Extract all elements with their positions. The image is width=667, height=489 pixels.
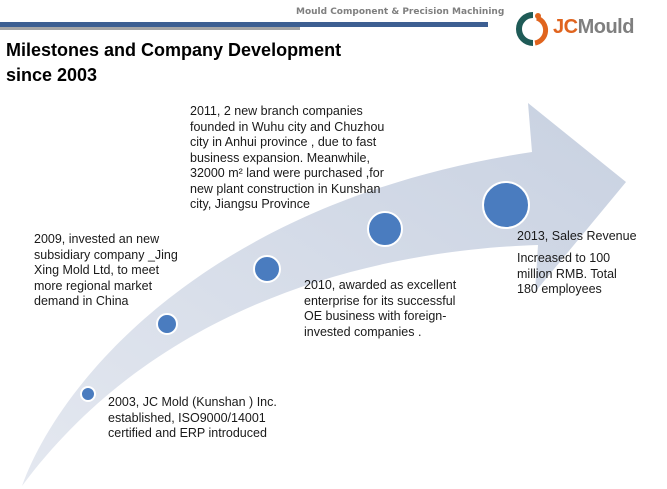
page-title: Milestones and Company Development since… — [6, 38, 341, 88]
milestone-2013: Increased to 100 million RMB. Total 180 … — [517, 251, 617, 296]
milestone-2010: 2010, awarded as excellent enterprise fo… — [304, 278, 457, 339]
milestone-dot-2010 — [253, 255, 281, 283]
title-line-1: Milestones and Company Development — [6, 40, 342, 60]
milestone-dot-2009 — [156, 313, 178, 335]
milestone-2013-heading: 2013, Sales Revenue — [517, 229, 637, 243]
milestone-2009: 2009, invested an new subsidiary company… — [34, 232, 178, 308]
header-rule-gray — [0, 27, 300, 30]
milestone-dot-2003 — [80, 386, 96, 402]
milestone-2011: 2011, 2 new branch companies founded in … — [190, 104, 385, 211]
header-rule — [0, 22, 488, 27]
logo-text: JCMould — [553, 16, 634, 38]
milestone-dot-2011 — [367, 211, 403, 247]
tagline: Mould Component & Precision Machining — [296, 7, 505, 17]
logo: JCMould — [513, 10, 663, 48]
curved-arrow — [22, 103, 626, 486]
logo-ring-icon — [516, 12, 549, 46]
milestone-2003: 2003, JC Mold (Kunshan ) Inc. establishe… — [108, 395, 277, 440]
title-line-2: since 2003 — [6, 65, 98, 85]
milestone-dot-2013 — [482, 181, 530, 229]
